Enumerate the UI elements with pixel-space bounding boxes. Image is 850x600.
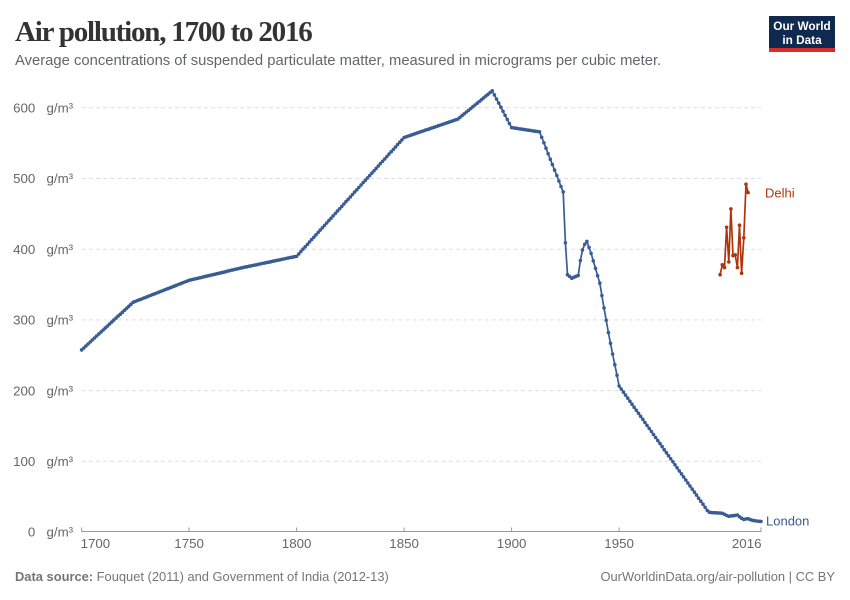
svg-text:0: 0 [28,525,35,540]
svg-text:1950: 1950 [604,536,634,551]
svg-text:g/m³: g/m³ [47,383,74,398]
svg-text:g/m³: g/m³ [47,454,74,469]
svg-text:2016: 2016 [732,536,762,551]
svg-text:400: 400 [13,242,35,257]
svg-text:1700: 1700 [81,536,111,551]
svg-text:g/m³: g/m³ [47,525,74,540]
svg-text:Delhi: Delhi [765,186,795,201]
svg-text:g/m³: g/m³ [47,101,74,116]
svg-text:300: 300 [13,313,35,328]
svg-text:g/m³: g/m³ [47,313,74,328]
svg-text:1750: 1750 [174,536,204,551]
svg-text:London: London [766,514,809,529]
svg-text:100: 100 [13,454,35,469]
svg-text:1850: 1850 [389,536,419,551]
svg-text:600: 600 [13,101,35,116]
svg-text:200: 200 [13,383,35,398]
svg-text:g/m³: g/m³ [47,171,74,186]
svg-text:1800: 1800 [282,536,312,551]
svg-text:g/m³: g/m³ [47,242,74,257]
svg-text:1900: 1900 [497,536,527,551]
svg-text:500: 500 [13,171,35,186]
